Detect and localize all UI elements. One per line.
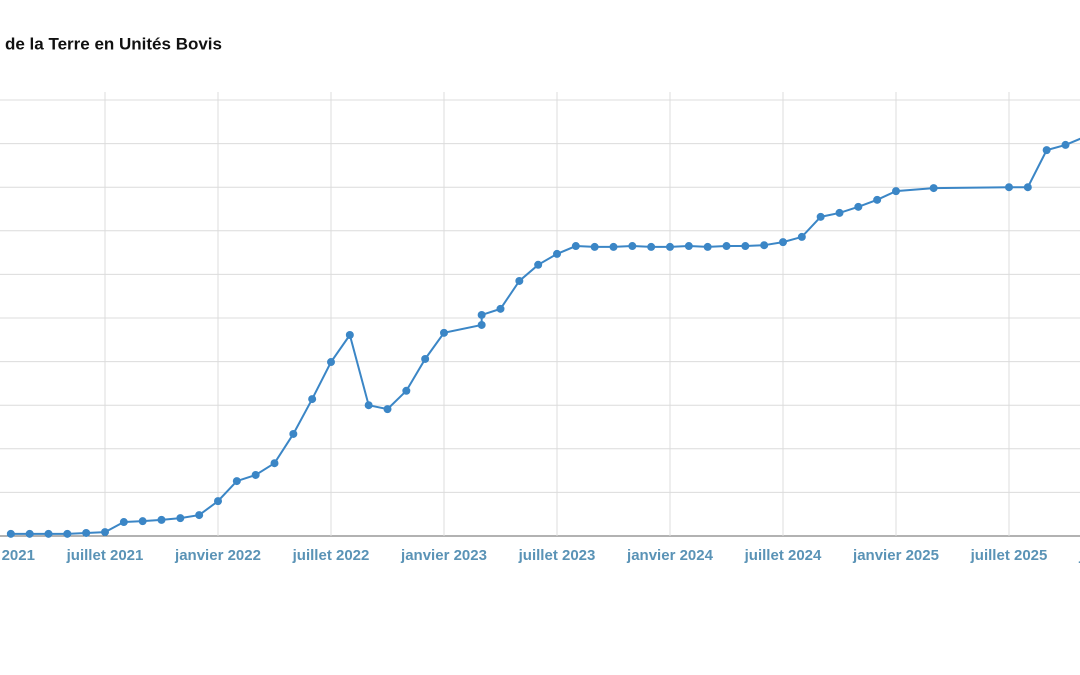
point [1042, 146, 1051, 155]
point [684, 242, 693, 251]
point [44, 529, 53, 538]
x-tick-label: janvier 2024 [626, 547, 714, 564]
x-tick-label: juillet 2021 [66, 547, 144, 564]
point [892, 187, 900, 196]
x-tick-label: juillet 2024 [744, 547, 822, 564]
point [609, 242, 618, 251]
point [214, 497, 222, 506]
x-tick-label: juillet 2022 [292, 547, 370, 564]
point [421, 354, 430, 363]
point [534, 260, 543, 269]
point [477, 310, 486, 319]
point [760, 241, 769, 250]
point [345, 331, 354, 340]
x-tick-label: janvier 2022 [174, 547, 261, 564]
point [440, 328, 448, 337]
point [628, 242, 637, 251]
point [779, 238, 787, 247]
chart-title: de la Terre en Unités Bovis [5, 34, 222, 53]
point [797, 232, 806, 241]
point [703, 242, 712, 251]
point [929, 184, 938, 193]
point [515, 276, 524, 285]
point [722, 242, 731, 251]
point [25, 529, 34, 538]
point [553, 249, 561, 258]
point [873, 195, 882, 204]
point [364, 401, 373, 410]
point [854, 202, 863, 211]
point [496, 304, 505, 313]
point [157, 515, 166, 524]
x-tick-label: juillet 2025 [970, 547, 1048, 564]
point [119, 518, 128, 527]
point [1005, 183, 1013, 192]
point [1023, 183, 1032, 192]
point [327, 358, 335, 367]
point [270, 459, 279, 468]
point [251, 470, 260, 479]
point [835, 208, 844, 217]
point [138, 517, 147, 526]
point [101, 528, 109, 537]
x-tick-label: juillet 2023 [518, 547, 596, 564]
point [383, 405, 392, 414]
point [6, 529, 15, 538]
x-tick-label: janvier 2021 [0, 547, 35, 564]
point [195, 511, 204, 520]
point [590, 242, 599, 251]
point [741, 242, 750, 251]
point [1061, 140, 1070, 149]
x-tick-label: janvier 2026 [1078, 547, 1080, 564]
point [816, 212, 825, 221]
point [647, 242, 656, 251]
x-tick-label: janvier 2023 [400, 547, 487, 564]
point [402, 386, 411, 395]
x-tick-label: janvier 2025 [852, 547, 939, 564]
point [571, 242, 580, 251]
point [82, 528, 91, 537]
point [477, 320, 486, 329]
point [63, 529, 72, 538]
point [308, 395, 317, 404]
point [232, 477, 241, 486]
point [176, 514, 185, 523]
point [289, 429, 298, 438]
line [10, 137, 1080, 535]
point [666, 242, 674, 251]
